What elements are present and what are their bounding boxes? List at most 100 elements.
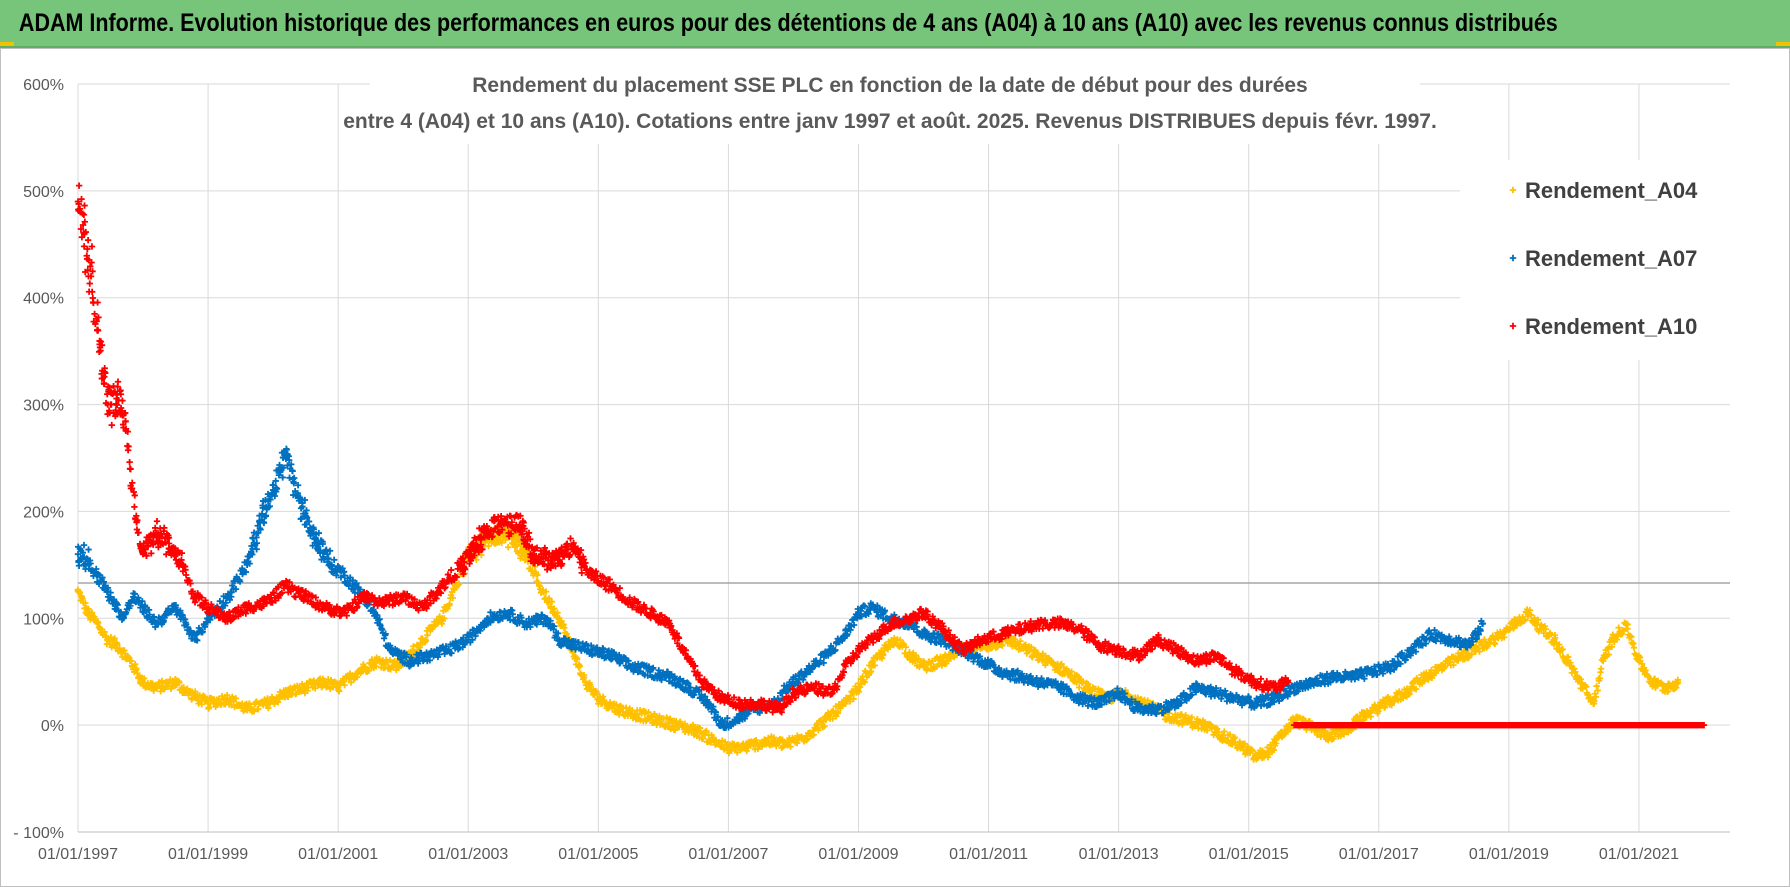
scatter-mark-Rendement_A10	[108, 421, 115, 429]
scatter-mark-Rendement_A04	[534, 572, 541, 579]
scatter-mark-Rendement_A04	[1476, 648, 1483, 655]
scatter-mark-Rendement_A04	[599, 693, 607, 700]
scatter-mark-Rendement_A04	[728, 747, 735, 754]
scatter-mark-Rendement_A04	[1068, 668, 1075, 675]
scatter-mark-Rendement_A04	[335, 687, 343, 695]
scatter-mark-Rendement_A04	[1215, 729, 1222, 736]
scatter-mark-Rendement_A04	[1375, 708, 1382, 715]
banner-title: ADAM Informe. Evolution historique des p…	[18, 8, 1558, 37]
scatter-mark-Rendement_A04	[82, 599, 89, 607]
scatter-mark-Rendement_A04	[1506, 626, 1514, 633]
scatter-mark-Rendement_A10	[131, 503, 138, 511]
scatter-mark-Rendement_A04	[1182, 712, 1189, 719]
scatter-mark-Rendement_A04	[787, 743, 794, 750]
scatter-mark-Rendement_A04	[1527, 611, 1535, 619]
scatter-mark-Rendement_A04	[846, 698, 854, 705]
scatter-mark-Rendement_A10	[75, 182, 83, 189]
scatter-mark-Rendement_A10	[97, 347, 104, 354]
scatter-mark-Rendement_A04	[1454, 657, 1462, 664]
scatter-mark-Rendement_A04	[1531, 614, 1538, 622]
scatter-mark-Rendement_A04	[424, 631, 431, 639]
scatter-mark-Rendement_A04	[770, 734, 778, 741]
scatter-mark-Rendement_A04	[1017, 637, 1024, 645]
scatter-mark-Rendement_A04	[923, 667, 930, 674]
scatter-mark-Rendement_A04	[815, 726, 822, 734]
scatter-mark-Rendement_A04	[228, 702, 235, 709]
scatter-mark-Rendement_A04	[223, 691, 231, 699]
scatter-mark-Rendement_A04	[1432, 669, 1440, 677]
scatter-mark-Rendement_A04	[581, 674, 588, 681]
scatter-mark-Rendement_A04	[1533, 620, 1540, 627]
scatter-mark-Rendement_A07	[85, 546, 92, 553]
scatter-mark-Rendement_A04	[1284, 728, 1291, 735]
scatter-mark-Rendement_A04	[284, 693, 292, 701]
scatter-mark-Rendement_A04	[176, 679, 183, 686]
scatter-mark-Rendement_A04	[829, 715, 836, 722]
scatter-mark-Rendement_A04	[879, 652, 887, 659]
scatter-mark-Rendement_A04	[455, 580, 463, 587]
scatter-mark-Rendement_A04	[536, 582, 543, 589]
scatter-mark-Rendement_A04	[1367, 713, 1375, 720]
scatter-mark-Rendement_A04	[198, 701, 205, 708]
scatter-mark-Rendement_A04	[560, 624, 568, 632]
scatter-mark-Rendement_A04	[842, 700, 849, 707]
scatter-mark-Rendement_A04	[502, 536, 509, 544]
scatter-mark-Rendement_A04	[446, 600, 453, 608]
scatter-mark-Rendement_A04	[1084, 680, 1092, 688]
scatter-mark-Rendement_A04	[205, 704, 213, 711]
scatter-mark-Rendement_A04	[897, 636, 904, 644]
scatter-mark-Rendement_A04	[158, 677, 166, 685]
scatter-mark-Rendement_A04	[752, 737, 760, 744]
chart-series	[74, 182, 1708, 763]
scatter-mark-Rendement_A04	[505, 544, 512, 551]
scatter-mark-Rendement_A04	[1073, 679, 1080, 686]
scatter-mark-Rendement_A04	[441, 615, 448, 622]
scatter-mark-Rendement_A04	[131, 660, 139, 668]
scatter-mark-Rendement_A04	[545, 595, 553, 602]
scatter-mark-Rendement_A04	[140, 675, 148, 682]
scatter-mark-Rendement_A04	[1175, 719, 1183, 727]
scatter-mark-Rendement_A04	[884, 646, 892, 653]
scatter-mark-Rendement_A04	[912, 652, 920, 659]
scatter-mark-Rendement_A07	[249, 535, 257, 542]
scatter-mark-Rendement_A04	[1221, 728, 1228, 735]
scatter-mark-Rendement_A04	[660, 715, 667, 722]
scatter-mark-Rendement_A04	[250, 707, 258, 714]
scatter-mark-Rendement_A04	[372, 663, 380, 670]
scatter-mark-Rendement_A04	[1412, 685, 1420, 693]
scatter-mark-Rendement_A04	[548, 598, 556, 605]
scatter-mark-Rendement_A04	[1188, 714, 1195, 721]
scatter-mark-Rendement_A04	[542, 588, 550, 595]
scatter-mark-Rendement_A04	[793, 739, 801, 747]
scatter-mark-Rendement_A07	[75, 562, 83, 569]
scatter-mark-Rendement_A04	[867, 668, 875, 675]
scatter-mark-Rendement_A04	[1521, 616, 1529, 623]
scatter-mark-Rendement_A10	[84, 236, 92, 244]
scatter-mark-Rendement_A10	[131, 492, 138, 499]
scatter-mark-Rendement_A04	[513, 541, 521, 548]
scatter-mark-Rendement_A04	[743, 747, 750, 755]
scatter-mark-Rendement_A04	[1270, 746, 1278, 754]
scatter-mark-Rendement_A04	[902, 643, 909, 651]
scatter-mark-Rendement_A04	[276, 695, 283, 703]
scatter-mark-Rendement_A04	[422, 637, 429, 645]
scatter-mark-Rendement_A04	[1340, 731, 1348, 738]
scatter-mark-Rendement_A07	[80, 541, 88, 549]
scatter-mark-Rendement_A10	[447, 566, 455, 574]
scatter-mark-Rendement_A04	[111, 635, 118, 642]
scatter-mark-Rendement_A04	[1214, 725, 1221, 733]
scatter-mark-Rendement_A04	[1324, 730, 1331, 737]
scatter-mark-Rendement_A04	[1450, 661, 1457, 669]
scatter-mark-Rendement_A04	[192, 688, 199, 695]
scatter-mark-Rendement_A04	[850, 695, 857, 703]
scatter-mark-Rendement_A04	[264, 695, 271, 702]
scatter-mark-Rendement_A04	[449, 594, 456, 602]
scatter-mark-Rendement_A10	[114, 378, 122, 385]
scatter-mark-Rendement_A04	[947, 655, 954, 662]
scatter-mark-Rendement_A10	[153, 518, 161, 525]
scatter-mark-Rendement_A04	[498, 539, 505, 546]
scatter-mark-Rendement_A04	[855, 688, 863, 695]
scatter-mark-Rendement_A04	[821, 723, 828, 730]
scatter-mark-Rendement_A04	[1399, 694, 1407, 702]
